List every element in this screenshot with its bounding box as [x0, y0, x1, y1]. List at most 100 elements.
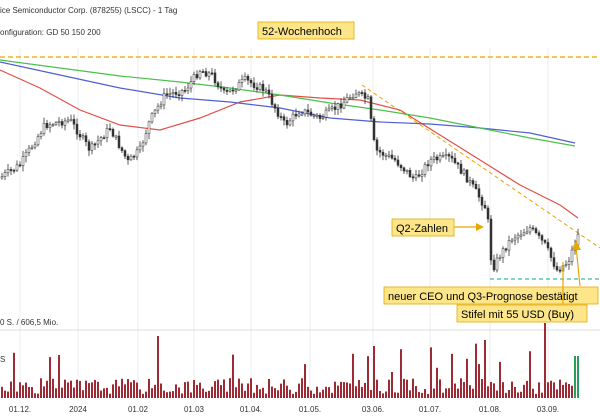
volume-bar — [79, 380, 81, 398]
volume-bar — [289, 389, 291, 398]
volume-bar — [349, 383, 351, 398]
candle-body — [450, 155, 454, 159]
volume-bar — [37, 393, 39, 398]
candle-body — [69, 119, 73, 121]
x-tick-label: 01.12. — [9, 405, 31, 414]
volume-bar — [211, 386, 213, 398]
annotation-q2-arrowhead — [476, 223, 484, 231]
candle-body — [36, 136, 40, 146]
candle-body — [195, 74, 199, 79]
candle-body — [276, 107, 280, 117]
volume-bar — [187, 381, 189, 398]
volume-bar — [172, 391, 174, 398]
volume-bar — [472, 388, 474, 398]
volume-bar — [454, 383, 456, 398]
candle-body — [132, 155, 136, 158]
volume-bar — [397, 392, 399, 398]
annotation-new-ceo: neuer CEO und Q3-Prognose bestätigt — [383, 240, 599, 305]
candle-body — [114, 135, 118, 138]
volume-bar — [547, 382, 549, 398]
volume-bar — [460, 378, 462, 398]
candle-body — [303, 109, 307, 115]
candle-body — [252, 82, 256, 88]
candle-body — [375, 139, 379, 151]
candle-body — [117, 135, 121, 148]
volume-bar — [184, 382, 186, 398]
candle-body — [63, 120, 67, 126]
candle-body — [534, 228, 538, 233]
volume-bar — [7, 391, 9, 398]
candle-body — [423, 164, 427, 175]
volume-bar — [352, 353, 354, 398]
volume-bar — [250, 378, 252, 398]
volume-bar — [292, 393, 294, 398]
volume-bar — [508, 389, 510, 398]
volume-bar — [43, 386, 45, 398]
volume-bar — [121, 378, 123, 398]
volume-bar — [346, 382, 348, 398]
volume-bar — [463, 382, 465, 398]
candle-body — [30, 146, 34, 149]
volume-bar — [550, 380, 552, 398]
candle-body — [543, 240, 547, 243]
volume-bar — [400, 349, 402, 398]
volume-bar — [277, 390, 279, 398]
volume-bar — [298, 383, 300, 398]
volume-bar — [85, 380, 87, 398]
candle-body — [390, 154, 394, 159]
volume-bar — [388, 379, 390, 398]
volume-bar — [541, 392, 543, 398]
candle-body — [9, 169, 13, 171]
volume-bar — [502, 382, 504, 398]
volume-bar — [433, 388, 435, 398]
volume-bar — [496, 390, 498, 398]
candle-body — [462, 169, 466, 174]
volume-bar — [430, 347, 432, 398]
candle-body — [483, 205, 487, 209]
volume-bar — [256, 384, 258, 398]
candle-body — [87, 141, 91, 151]
candle-body — [549, 247, 553, 258]
candle-body — [387, 154, 391, 157]
volume-bar — [466, 358, 468, 398]
candle-body — [228, 89, 232, 92]
candle-body — [240, 79, 244, 83]
candle-body — [219, 86, 223, 89]
candle-body — [96, 140, 100, 145]
candle-body — [120, 147, 124, 151]
annotation-52-week-high: 52-Wochenhoch — [257, 21, 355, 40]
volume-bar — [418, 392, 420, 398]
volume-bar — [451, 353, 453, 398]
volume-bar — [535, 393, 537, 398]
volume-bar — [154, 384, 156, 398]
volume-bar — [424, 389, 426, 398]
volume-bar — [544, 323, 546, 398]
volume-bar — [283, 379, 285, 398]
volume-bar — [19, 382, 21, 398]
candle-body — [294, 113, 298, 117]
candle-body — [258, 83, 262, 90]
candle-body — [6, 169, 10, 173]
volume-bar — [235, 387, 237, 398]
candle-body — [189, 81, 193, 89]
volume-bar — [337, 385, 339, 398]
candle-body — [333, 106, 337, 110]
candle-body — [351, 97, 355, 99]
candle-body — [564, 264, 568, 267]
candle-body — [204, 71, 208, 77]
volume-bar — [310, 390, 312, 398]
volume-bar — [478, 364, 480, 398]
candle-body — [348, 97, 352, 99]
candle-body — [138, 145, 142, 151]
candle-body — [57, 121, 61, 123]
volume-bar — [553, 382, 555, 398]
candle-body — [285, 119, 289, 126]
candle-body — [267, 89, 271, 95]
candle-body — [318, 115, 322, 119]
volume-bar — [145, 391, 147, 398]
candle-body — [123, 150, 127, 157]
volume-bar — [169, 391, 171, 398]
candle-body — [399, 164, 403, 169]
candle-body — [507, 240, 511, 251]
candle-body — [396, 159, 400, 166]
